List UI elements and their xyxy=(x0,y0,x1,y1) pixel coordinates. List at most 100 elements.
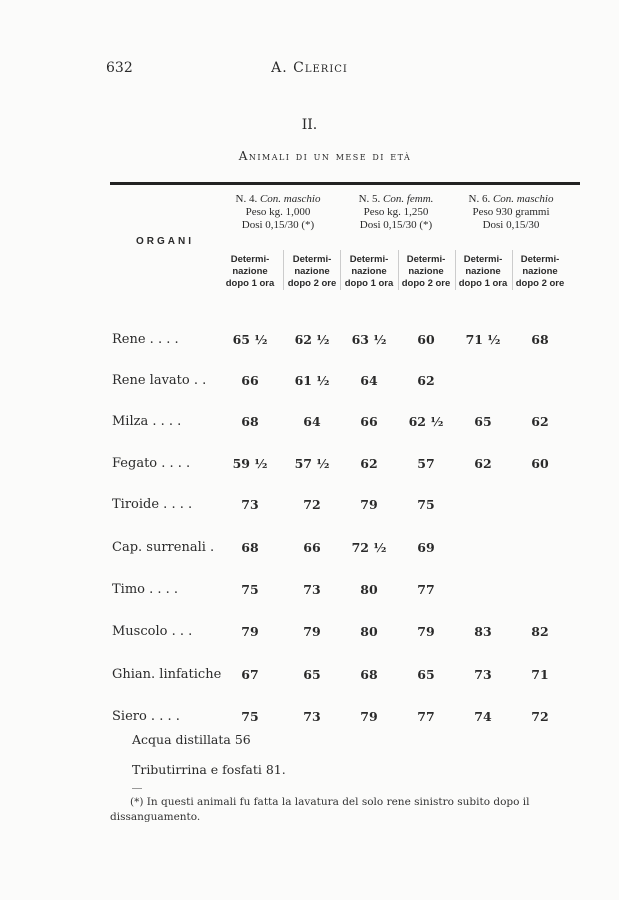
table-cell: 62 ½ xyxy=(408,414,444,429)
table-cell: 65 xyxy=(474,414,492,429)
table-cell: 73 xyxy=(303,709,321,724)
group-line2: Peso 930 grammi xyxy=(472,206,550,218)
organ-label: Tiroide . . . . xyxy=(112,497,193,512)
table-cell: 60 xyxy=(531,456,549,471)
footnote-line-2: dissanguamento. xyxy=(110,811,201,823)
column-group-header: N. 6. Con. maschio Peso 930 grammi Dosi 0,… xyxy=(455,193,567,232)
table-cell: 66 xyxy=(241,373,259,388)
table-cell: 75 xyxy=(417,497,435,512)
table-cell: 74 xyxy=(474,709,492,724)
column-subheader: Determi- nazione dopo 1 ora xyxy=(344,254,394,289)
table-cell: 77 xyxy=(417,709,435,724)
column-divider xyxy=(455,250,456,290)
organ-label: Milza . . . . xyxy=(112,414,182,429)
row-header: ORGANI xyxy=(136,236,194,247)
organ-label: Fegato . . . . xyxy=(112,456,191,471)
table-cell: 64 xyxy=(303,414,321,429)
table-cell: 72 ½ xyxy=(351,540,387,555)
table-cell: 80 xyxy=(360,582,378,597)
table-cell: 62 xyxy=(360,456,378,471)
table-cell: 66 xyxy=(360,414,378,429)
table-cell: 57 xyxy=(417,456,435,471)
table-cell: 60 xyxy=(417,332,435,347)
table-cell: 68 xyxy=(360,667,378,682)
organ-label: Rene . . . . xyxy=(112,332,179,347)
table-cell: 68 xyxy=(241,414,259,429)
table-cell: 59 ½ xyxy=(232,456,268,471)
organ-label: Rene lavato . . xyxy=(112,373,207,388)
table-cell: 63 ½ xyxy=(351,332,387,347)
table-cell: 65 xyxy=(303,667,321,682)
column-group-header: N. 4. Con. maschio Peso kg. 1,000 Dosi 0,1… xyxy=(222,193,334,232)
table-cell: 79 xyxy=(360,709,378,724)
table-top-rule xyxy=(110,182,580,185)
table-cell: 68 xyxy=(241,540,259,555)
column-divider xyxy=(398,250,399,290)
section-number: II. xyxy=(301,117,318,133)
table-cell: 57 ½ xyxy=(294,456,330,471)
organ-label: Siero . . . . xyxy=(112,709,180,724)
column-subheader: Determi- nazione dopo 1 ora xyxy=(458,254,508,289)
table-cell: 61 ½ xyxy=(294,373,330,388)
table-cell: 65 xyxy=(417,667,435,682)
column-subheader: Determi- nazione dopo 2 ore xyxy=(515,254,565,289)
group-line1-num: N. 5. xyxy=(358,193,381,205)
table-cell: 67 xyxy=(241,667,259,682)
table-cell: 66 xyxy=(303,540,321,555)
table-cell: 79 xyxy=(360,497,378,512)
table-cell: 68 xyxy=(531,332,549,347)
table-cell: 71 ½ xyxy=(465,332,501,347)
table-cell: 62 xyxy=(417,373,435,388)
group-line2: Peso kg. 1,000 xyxy=(245,206,311,218)
table-cell: 73 xyxy=(474,667,492,682)
table-cell: 75 xyxy=(241,709,259,724)
note-tributirrina: Tributirrina e fosfati 81. xyxy=(132,762,286,777)
column-subheader: Determi- nazione dopo 1 ora xyxy=(225,254,275,289)
column-divider xyxy=(283,250,284,290)
running-title: A. Clerici xyxy=(271,60,348,76)
group-line1-desc: Con. femm. xyxy=(383,193,434,205)
group-line1-desc: Con. maschio xyxy=(492,193,554,205)
table-cell: 72 xyxy=(303,497,321,512)
column-subheader: Determi- nazione dopo 2 ore xyxy=(401,254,451,289)
table-cell: 64 xyxy=(360,373,378,388)
group-line1-num: N. 4. xyxy=(235,193,258,205)
table-cell: 62 xyxy=(474,456,492,471)
table-cell: 62 xyxy=(531,414,549,429)
group-line3: Dosi 0,15/30 (*) xyxy=(359,219,433,231)
table-cell: 75 xyxy=(241,582,259,597)
group-line3: Dosi 0,15/30 (*) xyxy=(241,219,315,231)
table-cell: 79 xyxy=(417,624,435,639)
table-cell: 73 xyxy=(303,582,321,597)
table-cell: 79 xyxy=(303,624,321,639)
page-number: 632 xyxy=(106,60,133,76)
table-cell: 80 xyxy=(360,624,378,639)
section-title: Animali di un mese di età xyxy=(238,149,412,163)
footnote-line-1: (*) In questi animali fu fatta la lavatu… xyxy=(130,796,530,808)
footnote-divider xyxy=(132,788,142,789)
table-cell: 72 xyxy=(531,709,549,724)
table-cell: 71 xyxy=(531,667,549,682)
column-divider xyxy=(340,250,341,290)
column-group-header: N. 5. Con. femm. Peso kg. 1,250 Dosi 0,15/… xyxy=(340,193,452,232)
table-cell: 65 ½ xyxy=(232,332,268,347)
column-subheader: Determi- nazione dopo 2 ore xyxy=(287,254,337,289)
organ-label: Muscolo . . . xyxy=(112,624,193,639)
organ-label: Timo . . . . xyxy=(112,582,179,597)
column-divider xyxy=(512,250,513,290)
table-cell: 79 xyxy=(241,624,259,639)
table-cell: 73 xyxy=(241,497,259,512)
note-acqua: Acqua distillata 56 xyxy=(132,732,251,747)
table-cell: 83 xyxy=(474,624,492,639)
organ-label: Ghian. linfatiche xyxy=(112,667,222,682)
organ-label: Cap. surrenali . xyxy=(112,540,215,555)
group-line1-desc: Con. maschio xyxy=(259,193,321,205)
group-line3: Dosi 0,15/30 xyxy=(482,219,540,231)
table-cell: 62 ½ xyxy=(294,332,330,347)
group-line1-num: N. 6. xyxy=(468,193,491,205)
table-cell: 82 xyxy=(531,624,549,639)
group-line2: Peso kg. 1,250 xyxy=(363,206,429,218)
table-cell: 77 xyxy=(417,582,435,597)
table-cell: 69 xyxy=(417,540,435,555)
